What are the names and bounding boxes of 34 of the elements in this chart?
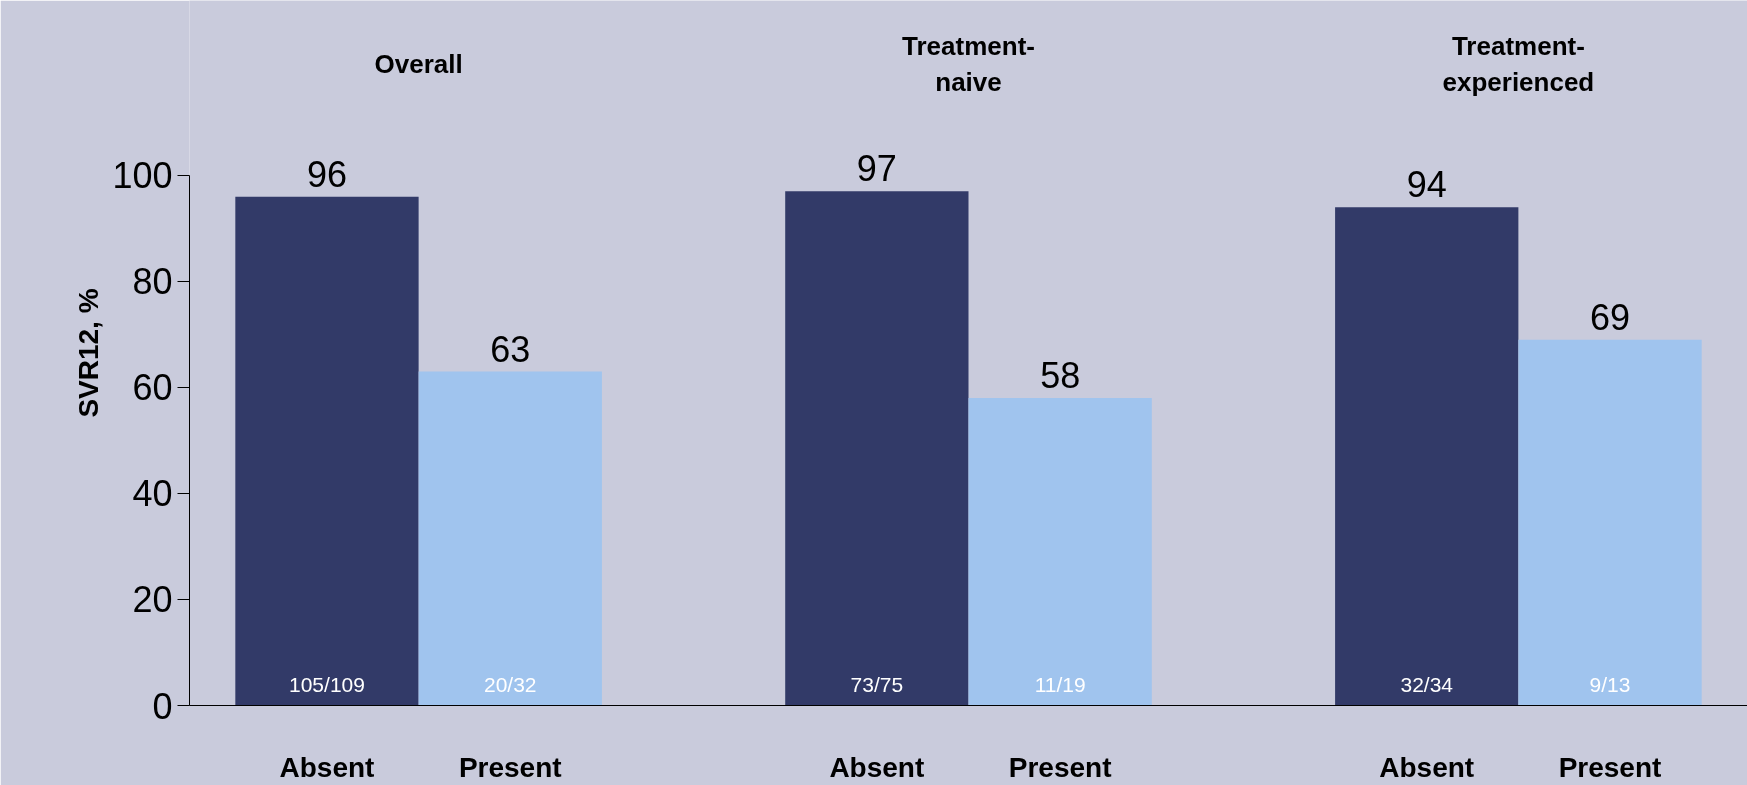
data-label: 58 (1040, 355, 1081, 397)
x-tick-label: Present (458, 751, 562, 783)
text: Overall (374, 49, 463, 80)
y-tick-label: 100 (112, 155, 173, 197)
x-tick-label: Present (1558, 751, 1662, 783)
data-label: 94 (1406, 164, 1447, 206)
bar (785, 191, 969, 706)
text: Treatment-experienced (1442, 31, 1595, 98)
bar (235, 196, 419, 706)
data-label: 96 (306, 153, 347, 195)
bar (968, 398, 1152, 706)
x-tick-label: Absent (1379, 751, 1475, 783)
y-tick-label: 20 (132, 579, 173, 621)
y-tick-label: 0 (152, 685, 173, 727)
data-label: 97 (856, 148, 897, 190)
bar (1518, 339, 1702, 706)
y-tick-label: 80 (132, 261, 173, 303)
y-tick-label: 40 (132, 473, 173, 515)
bar (418, 371, 602, 706)
annotation: 32/34 (1400, 672, 1454, 696)
y-tick-label: 60 (132, 367, 173, 409)
text: Treatment-naive (902, 31, 1035, 98)
data-label: 69 (1590, 296, 1631, 338)
x-tick-label: Present (1008, 751, 1112, 783)
annotation: 9/13 (1589, 672, 1631, 696)
x-tick-label: Absent (279, 751, 375, 783)
data-label: 63 (490, 328, 531, 370)
annotation: 105/109 (289, 672, 365, 696)
annotation: 11/19 (1034, 672, 1086, 696)
bar (1335, 207, 1519, 706)
y-axis-title: SVR12, % (73, 288, 105, 418)
annotation: 73/75 (850, 672, 904, 696)
annotation: 20/32 (483, 672, 537, 696)
x-tick-label: Absent (829, 751, 925, 783)
